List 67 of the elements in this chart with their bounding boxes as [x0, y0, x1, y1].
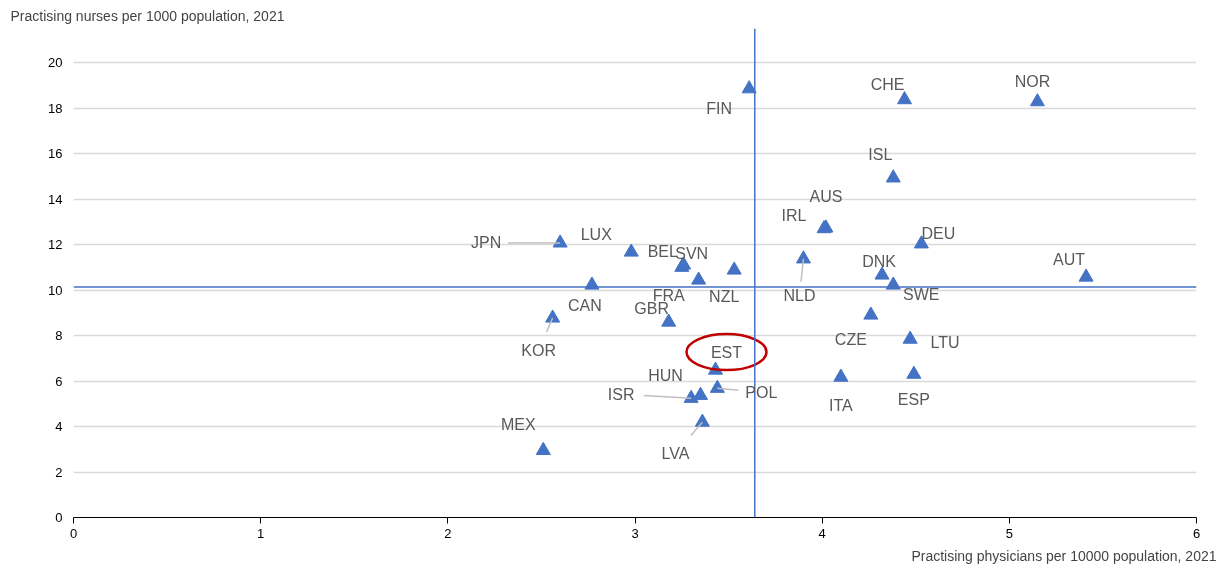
- y-tick-label: 12: [48, 237, 63, 253]
- annotation: ISL: [868, 146, 893, 164]
- x-tick-label: 5: [1005, 525, 1013, 541]
- annotation: FIN: [706, 100, 733, 118]
- point: [885, 169, 901, 183]
- y-tick-label: 8: [55, 328, 63, 344]
- annotation: DNK: [862, 252, 897, 270]
- annotation: LVA: [661, 444, 690, 462]
- point: [1029, 93, 1045, 107]
- x-tick-label: 4: [818, 525, 826, 541]
- x-tick-label: 2: [444, 525, 452, 541]
- y-axis-title: Practising nurses per 1000 population, 2021: [10, 7, 285, 24]
- annotation: NLD: [783, 287, 816, 305]
- point: [683, 389, 699, 403]
- point: [1078, 268, 1094, 282]
- annotation: CAN: [568, 296, 602, 314]
- annotation: JPN: [471, 234, 502, 252]
- x-tick-label: 3: [631, 525, 639, 541]
- point: [661, 313, 677, 327]
- point: [535, 441, 551, 455]
- point: [691, 271, 707, 285]
- y-tick-label: 0: [55, 510, 63, 525]
- y-tick-label: 10: [48, 282, 63, 298]
- y-tick-label: 6: [55, 373, 63, 389]
- y-tick-label: 20: [48, 55, 63, 71]
- point: [623, 243, 639, 257]
- x-axis-title: Practising physicians per 10000 population, 2021: [911, 547, 1217, 564]
- point: [694, 413, 710, 427]
- annotation: DEU: [921, 225, 956, 243]
- annotation: SVN: [675, 244, 709, 262]
- y-tick-label: 14: [48, 191, 63, 207]
- annotation: NZL: [709, 287, 740, 305]
- annotation: KOR: [521, 341, 556, 359]
- annotation: ITA: [829, 396, 854, 414]
- annotation: NOR: [1014, 73, 1051, 91]
- x-tick-label: 0: [69, 525, 78, 541]
- point: [874, 266, 890, 280]
- point: [897, 91, 913, 105]
- y-tick-label: 2: [55, 464, 63, 480]
- annotation: LUX: [580, 225, 613, 243]
- point: [795, 250, 811, 264]
- point: [693, 386, 709, 400]
- x-tick-label: 6: [1192, 525, 1201, 541]
- point: [545, 309, 561, 323]
- annotation: IRL: [781, 207, 807, 225]
- annotation: MEX: [500, 415, 536, 433]
- point: [863, 306, 879, 320]
- point: [906, 365, 922, 379]
- annotation: AUS: [809, 188, 843, 206]
- annotation: AUT: [1053, 250, 1086, 268]
- point: [741, 80, 757, 94]
- annotation: SWE: [903, 285, 940, 303]
- annotation: CHE: [870, 76, 905, 94]
- y-tick-label: 16: [48, 146, 63, 162]
- annotation: ISR: [607, 385, 635, 403]
- y-tick-label: 4: [55, 419, 63, 435]
- point: [902, 330, 918, 344]
- y-tick-label: 18: [48, 100, 63, 116]
- x-tick-label: 1: [257, 525, 265, 541]
- annotation: EST: [710, 343, 743, 361]
- point: [709, 379, 725, 393]
- annotation: ESP: [897, 390, 930, 408]
- point: [726, 261, 742, 275]
- point: [833, 368, 849, 382]
- annotation: LTU: [930, 333, 960, 351]
- annotation: HUN: [648, 366, 683, 384]
- annotation: CZE: [834, 330, 867, 348]
